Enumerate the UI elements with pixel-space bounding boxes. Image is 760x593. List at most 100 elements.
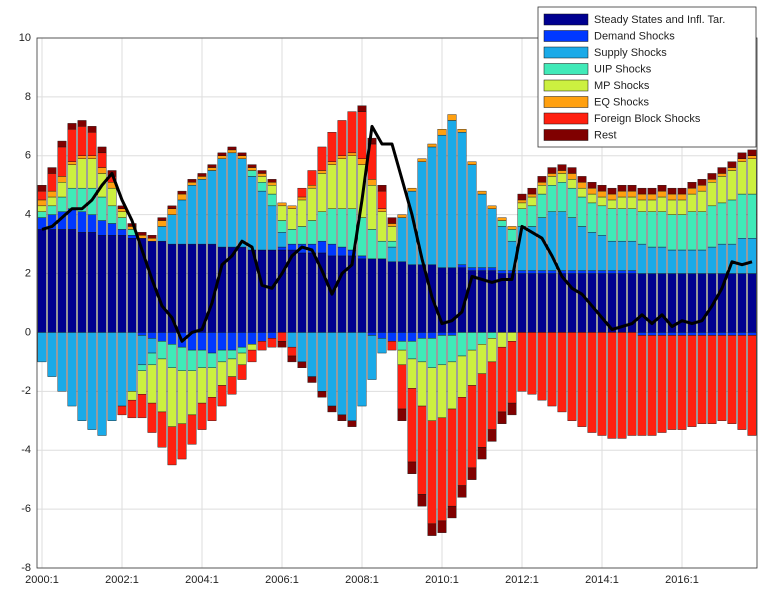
bar-segment: [117, 235, 127, 333]
bar-segment: [397, 341, 407, 351]
bar-segment: [557, 173, 567, 183]
bar-segment: [277, 205, 287, 221]
bar-segment: [657, 246, 667, 274]
bar-segment: [517, 193, 527, 201]
bar-segment: [387, 226, 397, 242]
bar-segment: [687, 211, 697, 251]
bar-segment: [427, 332, 437, 339]
bar-segment: [207, 170, 217, 245]
bar-segment: [397, 364, 407, 410]
bar-segment: [167, 426, 177, 466]
plot-frame: [36, 37, 758, 569]
bar-segment: [387, 246, 397, 262]
bar-segment: [577, 270, 587, 274]
bar-segment: [607, 332, 617, 439]
bar-segment: [567, 270, 577, 274]
bar-segment: [477, 193, 487, 268]
bar-segment: [407, 358, 417, 389]
bar-segment: [257, 341, 267, 351]
bar-segment: [707, 335, 717, 424]
bar-segment: [497, 332, 507, 348]
bar-segment: [447, 335, 457, 363]
bar-segment: [707, 179, 717, 183]
bar-segment: [307, 376, 317, 383]
bar-segment: [697, 332, 707, 336]
bar-segment: [137, 332, 147, 336]
bar-segment: [367, 185, 377, 230]
bar-segment: [377, 332, 387, 339]
bar-segment: [707, 182, 717, 207]
bar-segment: [277, 332, 287, 342]
legend-box: [537, 6, 757, 148]
bar-segment: [407, 332, 417, 342]
bar-segment: [637, 193, 647, 201]
bar-segment: [507, 273, 517, 333]
bar-segment: [467, 467, 477, 480]
bar-segment: [207, 332, 217, 354]
bar-segment: [177, 243, 187, 333]
bar-segment: [117, 229, 127, 236]
bar-segment: [527, 187, 537, 195]
bar-segment: [547, 176, 557, 186]
bar-segment: [697, 249, 707, 274]
bar-segment: [357, 158, 367, 165]
bar-segment: [517, 270, 527, 274]
x-tick-label: 2016:1: [665, 574, 699, 586]
bar-segment: [127, 399, 137, 419]
bar-segment: [407, 264, 417, 333]
bar-segment: [607, 273, 617, 333]
bar-segment: [467, 349, 477, 386]
bar-segment: [327, 243, 337, 257]
bar-segment: [477, 267, 487, 271]
bar-segment: [707, 205, 717, 248]
bar-segment: [427, 143, 437, 148]
bar-segment: [687, 182, 697, 189]
bar-segment: [397, 261, 407, 333]
legend-label: Rest: [594, 129, 617, 141]
bar-segment: [177, 370, 187, 424]
bar-segment: [717, 243, 727, 274]
bar-segment: [437, 129, 447, 136]
bar-segment: [697, 190, 707, 212]
bar-segment: [327, 332, 337, 407]
bar-segment: [587, 182, 597, 189]
bar-segment: [467, 267, 477, 271]
bar-segment: [397, 214, 407, 218]
bar-segment: [157, 332, 167, 342]
bar-segment: [217, 158, 227, 248]
bar-segment: [477, 190, 487, 195]
bar-segment: [187, 179, 197, 183]
bar-segment: [227, 349, 237, 360]
bar-segment: [297, 187, 307, 198]
bar-segment: [427, 338, 437, 368]
bar-segment: [747, 158, 757, 195]
bar-segment: [117, 211, 127, 218]
legend-swatch: [543, 129, 589, 141]
bar-segment: [357, 111, 367, 159]
bar-segment: [527, 270, 537, 274]
bar-segment: [627, 185, 637, 192]
bar-segment: [337, 120, 347, 156]
bar-segment: [397, 217, 407, 262]
bar-segment: [367, 258, 377, 333]
bar-segment: [627, 240, 637, 271]
bar-segment: [667, 214, 677, 251]
bar-segment: [697, 335, 707, 424]
bar-segment: [217, 361, 227, 386]
bar-segment: [87, 126, 97, 133]
bar-segment: [197, 179, 207, 245]
bar-segment: [147, 402, 157, 433]
bar-segment: [627, 196, 637, 209]
bar-segment: [267, 179, 277, 183]
bar-segment: [527, 332, 537, 395]
legend-label: UIP Shocks: [594, 63, 652, 75]
bar-segment: [557, 273, 567, 333]
bar-segment: [417, 338, 427, 363]
bar-segment: [397, 332, 407, 342]
bar-segment: [257, 332, 267, 342]
bar-segment: [267, 249, 277, 333]
bar-segment: [87, 158, 97, 189]
bar-segment: [197, 176, 207, 180]
bar-segment: [127, 235, 137, 239]
bar-segment: [67, 161, 77, 165]
